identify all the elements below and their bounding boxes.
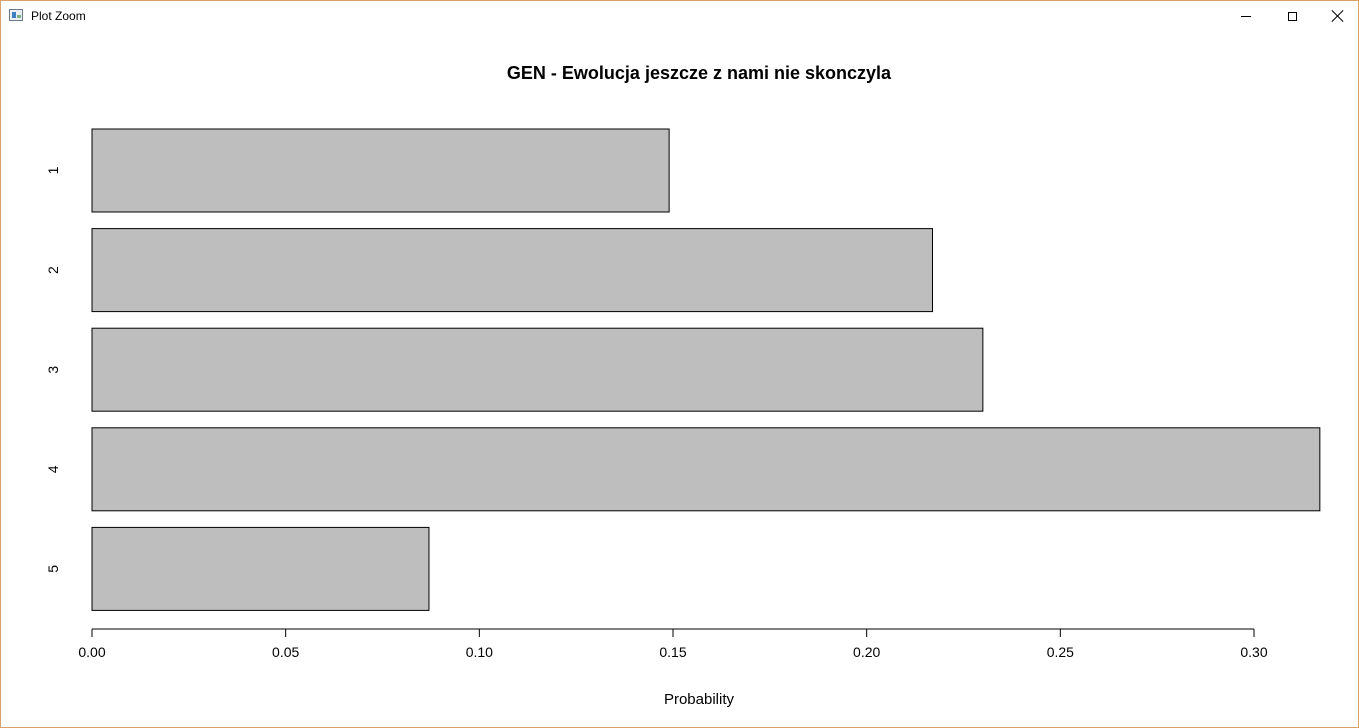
close-button[interactable] [1315,1,1359,31]
bar-3 [91,327,984,412]
bar-2 [91,228,934,313]
x-tick-label: 0.25 [1047,644,1074,660]
title-bar[interactable]: Plot Zoom [1,1,1358,31]
y-tick-label-2: 2 [45,266,61,274]
y-tick-label-5: 5 [45,565,61,573]
x-tick-label: 0.15 [659,644,686,660]
bar-4 [91,427,1321,512]
bar-chart: GEN - Ewolucja jeszcze z nami nie skoncz… [45,63,1321,708]
minimize-icon [1241,15,1251,17]
x-tick-label: 0.10 [466,644,493,660]
bar-5 [91,526,430,611]
y-tick-label-1: 1 [45,166,61,174]
window-title: Plot Zoom [31,9,86,23]
y-tick-label-4: 4 [45,465,61,473]
x-tick-label: 0.00 [78,644,105,660]
maximize-button[interactable] [1269,1,1315,31]
bar-1 [91,128,670,213]
maximize-icon [1287,11,1297,21]
chart-title: GEN - Ewolucja jeszcze z nami nie skoncz… [507,63,892,83]
app-icon [9,9,23,21]
y-tick-label-3: 3 [45,366,61,374]
x-tick-label: 0.30 [1240,644,1267,660]
close-icon [1332,10,1344,22]
x-tick-label: 0.20 [853,644,880,660]
x-tick-label: 0.05 [272,644,299,660]
x-axis-label: Probability [664,691,735,708]
minimize-button[interactable] [1223,1,1269,31]
